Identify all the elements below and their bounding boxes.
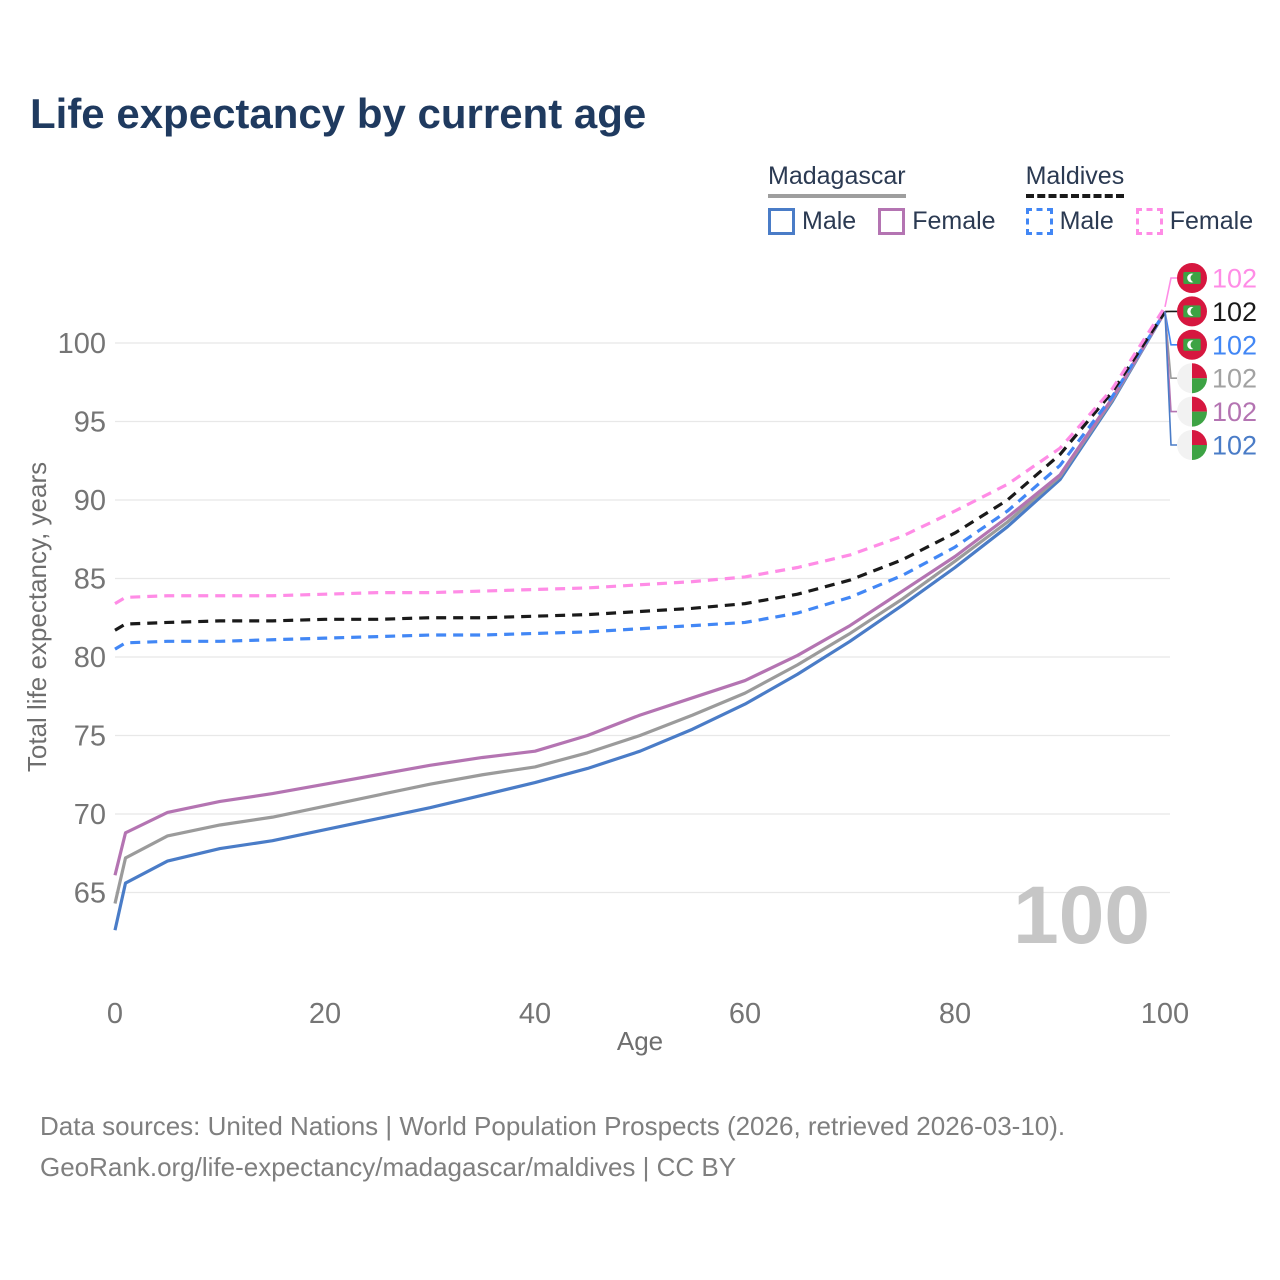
y-tick-label-75: 75 bbox=[74, 721, 106, 753]
x-tick-label-20: 20 bbox=[309, 998, 341, 1030]
end-label-value-madagascar-all: 102 bbox=[1212, 364, 1257, 394]
maldives-female-swatch-icon bbox=[1135, 208, 1163, 235]
end-label-value-maldives-female: 102 bbox=[1212, 264, 1257, 294]
madagascar-flag-green-band bbox=[1192, 445, 1207, 460]
madagascar-flag-white-band bbox=[1177, 363, 1192, 394]
legend-items-madagascar: Male Female bbox=[768, 207, 996, 236]
legend-item-maldives-male[interactable]: Male bbox=[1025, 207, 1114, 236]
y-tick-label-85: 85 bbox=[74, 564, 106, 596]
legend-items-maldives: Male Female bbox=[1025, 207, 1254, 236]
y-tick-label-80: 80 bbox=[74, 642, 106, 674]
y-tick-label-65: 65 bbox=[74, 878, 106, 910]
y-tick-label-95: 95 bbox=[74, 407, 106, 439]
legend: Madagascar Male Female Maldives Male Fem… bbox=[768, 162, 1253, 236]
series-line-madagascar-male bbox=[113, 310, 1167, 931]
legend-country-maldives[interactable]: Maldives bbox=[1025, 162, 1125, 198]
x-axis-title: Age bbox=[617, 1026, 663, 1056]
madagascar-flag-icon bbox=[1177, 430, 1207, 460]
maldives-flag-icon bbox=[1177, 263, 1207, 293]
series-line-maldives-female bbox=[114, 306, 1167, 605]
legend-label-maldives-male: Male bbox=[1059, 207, 1114, 235]
madagascar-male-swatch-icon bbox=[768, 208, 795, 235]
end-label-leader-madagascar-male bbox=[1164, 311, 1177, 446]
footer-url-line: GeoRank.org/life-expectancy/madagascar/m… bbox=[40, 1152, 737, 1182]
madagascar-flag-white-band bbox=[1177, 396, 1192, 427]
end-label-value-maldives-male: 102 bbox=[1212, 330, 1257, 360]
age-counter-watermark: 100 bbox=[1013, 870, 1150, 961]
maldives-flag-icon bbox=[1177, 296, 1207, 327]
legend-label-madagascar-female: Female bbox=[912, 207, 996, 235]
legend-group-maldives: Maldives Male Female bbox=[1025, 162, 1254, 236]
end-label-leader-maldives-male bbox=[1164, 311, 1177, 346]
maldives-flag-crescent-mask bbox=[1190, 306, 1200, 316]
y-tick-label-90: 90 bbox=[74, 485, 106, 517]
legend-label-maldives-female: Female bbox=[1169, 207, 1254, 235]
madagascar-flag-green-band bbox=[1192, 411, 1207, 427]
x-tick-label-40: 40 bbox=[519, 998, 551, 1030]
madagascar-flag-red-band bbox=[1192, 363, 1207, 379]
legend-label-madagascar-male: Male bbox=[802, 207, 857, 235]
madagascar-flag-green-band bbox=[1192, 378, 1207, 394]
maldives-flag-crescent-mask bbox=[1190, 340, 1200, 350]
madagascar-flag-red-band bbox=[1192, 430, 1207, 445]
x-tick-label-0: 0 bbox=[107, 998, 123, 1030]
series-line-maldives-male bbox=[114, 310, 1167, 651]
series-line-maldives-all bbox=[114, 310, 1167, 632]
footer: Data sources: United Nations | World Pop… bbox=[40, 1106, 1065, 1188]
footer-source-line: Data sources: United Nations | World Pop… bbox=[40, 1111, 1066, 1141]
madagascar-female-swatch-icon bbox=[878, 208, 906, 235]
maldives-male-swatch-icon bbox=[1025, 208, 1053, 235]
y-tick-label-70: 70 bbox=[74, 799, 106, 831]
madagascar-flag-white-band bbox=[1177, 430, 1192, 460]
x-tick-label-100: 100 bbox=[1141, 998, 1189, 1030]
end-label-value-maldives-all: 102 bbox=[1212, 297, 1257, 327]
madagascar-flag-icon bbox=[1177, 363, 1207, 394]
series-line-madagascar-all bbox=[113, 310, 1167, 904]
maldives-flag-icon bbox=[1177, 329, 1207, 360]
x-tick-label-80: 80 bbox=[939, 998, 971, 1030]
end-label-leader-maldives-female bbox=[1164, 277, 1177, 308]
x-tick-label-60: 60 bbox=[729, 998, 761, 1030]
maldives-flag-crescent-mask bbox=[1190, 273, 1200, 283]
legend-item-maldives-female[interactable]: Female bbox=[1135, 207, 1254, 236]
legend-group-madagascar: Madagascar Male Female bbox=[768, 162, 996, 236]
y-axis-title: Total life expectancy, years bbox=[22, 462, 52, 772]
legend-item-madagascar-female[interactable]: Female bbox=[878, 207, 996, 236]
legend-country-madagascar[interactable]: Madagascar bbox=[768, 162, 906, 198]
legend-item-madagascar-male[interactable]: Male bbox=[768, 207, 856, 236]
madagascar-flag-icon bbox=[1177, 396, 1207, 427]
y-tick-label-100: 100 bbox=[58, 328, 106, 360]
end-label-value-madagascar-male: 102 bbox=[1212, 431, 1257, 461]
page-title: Life expectancy by current age bbox=[30, 90, 647, 137]
series-line-madagascar-female bbox=[113, 310, 1167, 876]
madagascar-flag-red-band bbox=[1192, 396, 1207, 412]
end-label-value-madagascar-female: 102 bbox=[1212, 397, 1257, 427]
